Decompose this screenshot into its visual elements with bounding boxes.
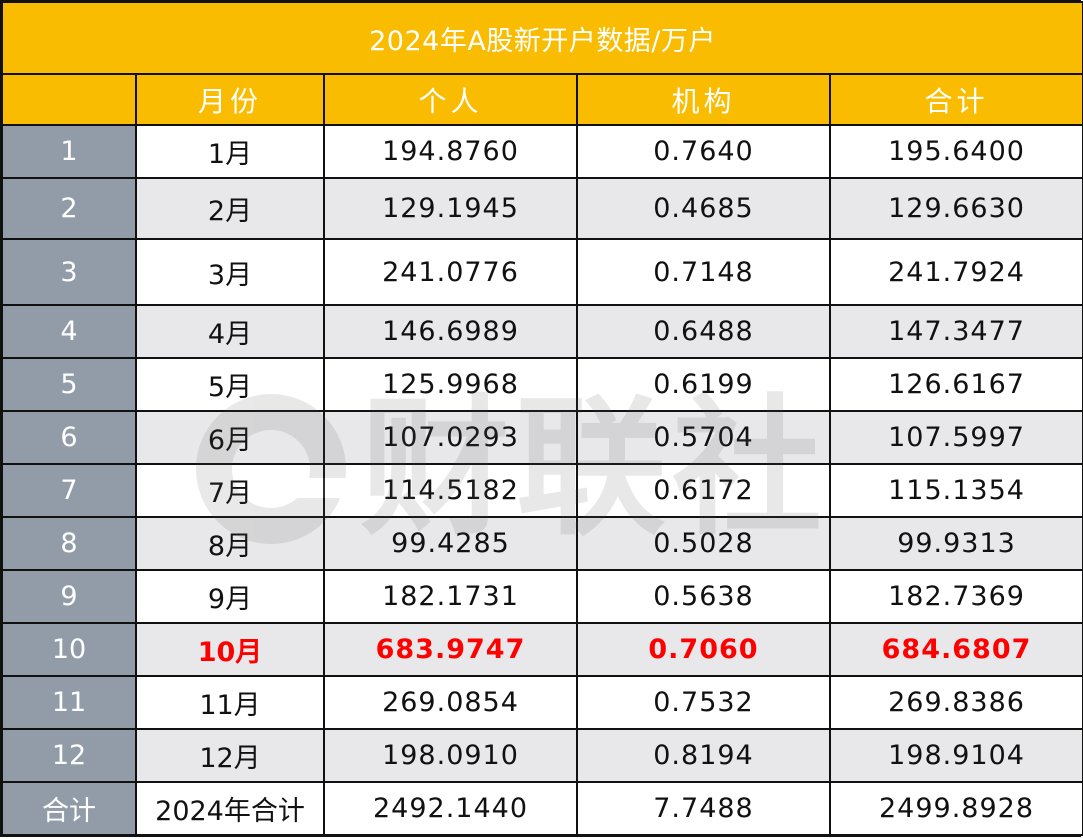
title-row: 2024年A股新开户数据/万户 — [0, 1, 1083, 75]
row-index: 6 — [1, 410, 137, 465]
total-cell: 115.1354 — [828, 463, 1083, 518]
table-row: 9 9月 182.1731 0.5638 182.7369 — [1, 569, 1083, 624]
table-row: 1 1月 194.8760 0.7640 195.6400 — [1, 124, 1083, 179]
table-row: 11 11月 269.0854 0.7532 269.8386 — [1, 675, 1083, 730]
institution-cell: 0.4685 — [576, 177, 831, 240]
individual-cell: 2492.1440 — [323, 781, 578, 836]
individual-cell: 129.1945 — [323, 177, 578, 240]
row-index: 2 — [1, 177, 137, 240]
total-cell: 147.3477 — [828, 304, 1083, 359]
header-institution: 机构 — [576, 73, 831, 126]
table-row: 2 2月 129.1945 0.4685 129.6630 — [1, 177, 1083, 240]
table-row: 12 12月 198.0910 0.8194 198.9104 — [1, 728, 1083, 783]
row-index: 12 — [1, 728, 137, 783]
row-index: 1 — [1, 124, 137, 179]
month-cell: 8月 — [135, 516, 325, 571]
row-index: 7 — [1, 463, 137, 518]
month-cell: 11月 — [135, 675, 325, 730]
institution-cell: 0.6172 — [576, 463, 831, 518]
row-index: 11 — [1, 675, 137, 730]
row-index: 合计 — [1, 781, 137, 836]
institution-cell: 0.6488 — [576, 304, 831, 359]
month-cell: 12月 — [135, 728, 325, 783]
header-index — [1, 73, 137, 126]
month-cell: 9月 — [135, 569, 325, 624]
table-row: 7 7月 114.5182 0.6172 115.1354 — [1, 463, 1083, 518]
institution-cell: 0.7060 — [576, 622, 831, 677]
header-individual: 个人 — [323, 73, 578, 126]
institution-cell: 0.7148 — [576, 238, 831, 306]
table-title: 2024年A股新开户数据/万户 — [0, 1, 1083, 75]
month-cell: 5月 — [135, 357, 325, 412]
header-row: 月份 个人 机构 合计 — [1, 73, 1083, 126]
row-index: 5 — [1, 357, 137, 412]
total-cell: 269.8386 — [828, 675, 1083, 730]
total-cell: 2499.8928 — [828, 781, 1083, 836]
individual-cell: 182.1731 — [323, 569, 578, 624]
individual-cell: 99.4285 — [323, 516, 578, 571]
individual-cell: 241.0776 — [323, 238, 578, 306]
row-index: 10 — [1, 622, 137, 677]
individual-cell: 114.5182 — [323, 463, 578, 518]
header-total: 合计 — [828, 73, 1083, 126]
institution-cell: 0.7640 — [576, 124, 831, 179]
header-month: 月份 — [135, 73, 325, 126]
institution-cell: 0.7532 — [576, 675, 831, 730]
month-cell: 3月 — [135, 238, 325, 306]
institution-cell: 0.5638 — [576, 569, 831, 624]
total-cell: 241.7924 — [828, 238, 1083, 306]
month-cell: 4月 — [135, 304, 325, 359]
individual-cell: 125.9968 — [323, 357, 578, 412]
individual-cell: 107.0293 — [323, 410, 578, 465]
month-cell: 2024年合计 — [135, 781, 325, 836]
individual-cell: 194.8760 — [323, 124, 578, 179]
row-index: 9 — [1, 569, 137, 624]
institution-cell: 0.8194 — [576, 728, 831, 783]
individual-cell: 683.9747 — [323, 622, 578, 677]
individual-cell: 269.0854 — [323, 675, 578, 730]
total-cell: 129.6630 — [828, 177, 1083, 240]
institution-cell: 7.7488 — [576, 781, 831, 836]
institution-cell: 0.6199 — [576, 357, 831, 412]
total-cell: 182.7369 — [828, 569, 1083, 624]
total-cell: 107.5997 — [828, 410, 1083, 465]
individual-cell: 146.6989 — [323, 304, 578, 359]
row-index: 4 — [1, 304, 137, 359]
institution-cell: 0.5028 — [576, 516, 831, 571]
total-cell: 195.6400 — [828, 124, 1083, 179]
row-index: 3 — [1, 238, 137, 306]
table-row: 8 8月 99.4285 0.5028 99.9313 — [1, 516, 1083, 571]
month-cell: 6月 — [135, 410, 325, 465]
table-row: 4 4月 146.6989 0.6488 147.3477 — [1, 304, 1083, 359]
total-cell: 684.6807 — [828, 622, 1083, 677]
row-index: 8 — [1, 516, 137, 571]
institution-cell: 0.5704 — [576, 410, 831, 465]
individual-cell: 198.0910 — [323, 728, 578, 783]
month-cell: 1月 — [135, 124, 325, 179]
table-row: 6 6月 107.0293 0.5704 107.5997 — [1, 410, 1083, 465]
month-cell: 2月 — [135, 177, 325, 240]
month-cell: 7月 — [135, 463, 325, 518]
total-cell: 99.9313 — [828, 516, 1083, 571]
table-row: 10 10月 683.9747 0.7060 684.6807 — [1, 622, 1083, 677]
table-row: 5 5月 125.9968 0.6199 126.6167 — [1, 357, 1083, 412]
total-cell: 198.9104 — [828, 728, 1083, 783]
total-cell: 126.6167 — [828, 357, 1083, 412]
month-cell: 10月 — [135, 622, 325, 677]
total-row: 合计 2024年合计 2492.1440 7.7488 2499.8928 — [1, 781, 1083, 836]
table-row: 3 3月 241.0776 0.7148 241.7924 — [1, 238, 1083, 306]
